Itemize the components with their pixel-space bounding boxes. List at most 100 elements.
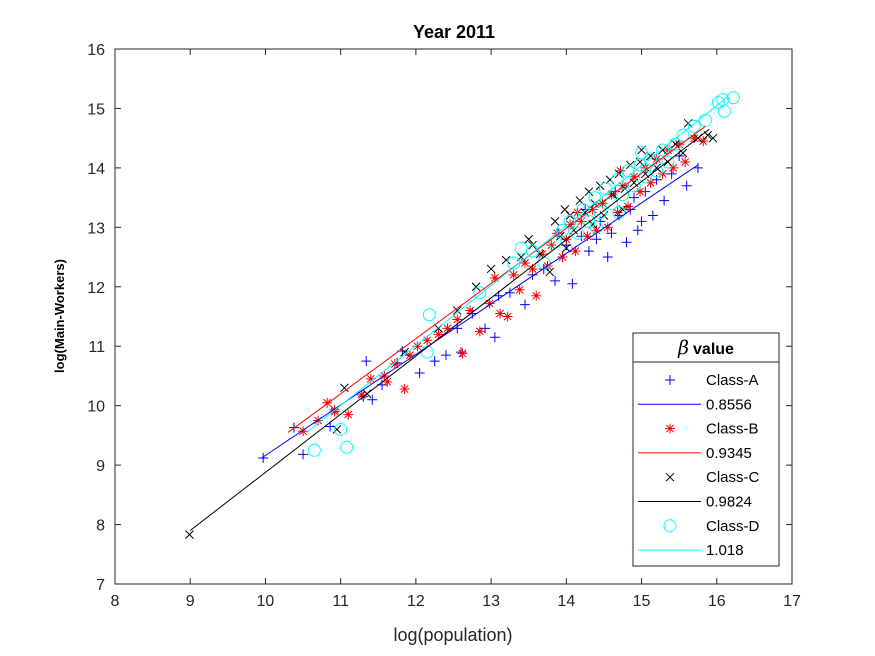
data-point: [404, 350, 415, 361]
fit-line-class-d: [306, 96, 729, 433]
y-tick-label: 11: [88, 339, 105, 356]
data-point: [616, 188, 630, 202]
data-point: [412, 341, 423, 352]
data-point: [400, 347, 409, 357]
data-point: [550, 275, 561, 286]
data-point: [681, 180, 692, 191]
y-axis-label: log(Main-Workers): [52, 259, 67, 373]
data-point: [322, 397, 333, 408]
data-point: [343, 409, 354, 420]
fit-line-class-c: [189, 128, 710, 531]
data-point: [604, 197, 618, 211]
data-point: [647, 210, 658, 221]
data-point: [185, 530, 194, 540]
data-point: [334, 422, 348, 436]
data-point: [666, 168, 677, 179]
legend-series-label: Class-D: [706, 518, 760, 535]
data-point: [635, 186, 646, 197]
data-point: [661, 155, 675, 169]
data-point: [501, 255, 511, 265]
data-point: [519, 299, 530, 310]
data-point: [656, 143, 670, 157]
legend: β value Class-A 0.8556 Class-B 0.9345 Class-C 0…: [632, 332, 780, 567]
plot-area: [185, 91, 740, 540]
data-point: [561, 243, 571, 253]
x-tick-label: 10: [257, 593, 275, 610]
data-point: [502, 311, 513, 322]
data-point: [298, 449, 309, 460]
data-point: [489, 272, 500, 283]
y-tick-label: 12: [87, 280, 105, 297]
data-point: [717, 104, 731, 118]
x-axis-label: log(population): [393, 625, 512, 645]
data-point: [508, 269, 519, 280]
data-point: [531, 290, 542, 301]
x-tick-label: 11: [332, 593, 349, 610]
data-point: [422, 308, 436, 322]
data-point: [429, 356, 440, 367]
data-point: [711, 96, 725, 109]
data-point: [471, 282, 481, 292]
legend-entry-class-a: Class-A 0.8556: [638, 372, 759, 413]
y-tick-label: 10: [87, 399, 105, 416]
data-point: [389, 359, 400, 370]
x-tick-label: 16: [708, 593, 726, 610]
legend-beta-value: 0.9345: [706, 445, 752, 462]
data-point: [602, 252, 613, 263]
legend-marker: [663, 519, 677, 533]
data-point: [457, 348, 468, 359]
data-point: [307, 443, 321, 457]
legend-series-label: Class-A: [706, 372, 759, 389]
data-point: [452, 306, 462, 315]
data-point: [486, 264, 496, 274]
data-point: [629, 192, 640, 203]
data-point: [452, 314, 463, 325]
data-point: [258, 452, 269, 463]
data-point: [636, 216, 647, 227]
data-point: [662, 145, 673, 156]
data-point: [332, 425, 342, 434]
data-point: [480, 323, 491, 334]
data-point: [650, 164, 664, 178]
y-tick-label: 13: [87, 220, 105, 237]
data-point: [340, 440, 354, 454]
legend-beta-value: 0.9824: [706, 494, 752, 511]
legend-title-symbol: β: [677, 337, 689, 359]
data-point: [356, 389, 367, 400]
data-point: [689, 133, 700, 144]
data-point: [659, 195, 670, 206]
data-point: [570, 246, 581, 257]
legend-title: β value: [677, 337, 734, 359]
data-point: [576, 203, 590, 216]
legend-series-label: Class-C: [706, 469, 760, 486]
data-point: [565, 219, 576, 230]
legend-title-text: value: [693, 341, 734, 358]
legend-marker: [665, 375, 675, 385]
series-class-d: [307, 91, 740, 457]
data-point: [514, 284, 525, 295]
legend-beta-value: 0.8556: [706, 396, 752, 413]
data-point: [567, 278, 578, 289]
data-point: [708, 133, 718, 143]
axes-box: [114, 48, 793, 585]
data-point: [591, 225, 602, 236]
data-point: [440, 350, 451, 361]
y-tick-label: 9: [96, 458, 105, 475]
data-point: [484, 298, 495, 309]
data-point: [361, 356, 372, 367]
data-point: [495, 308, 506, 319]
legend-entry-class-c: Class-C 0.9824: [638, 469, 760, 511]
x-tick-label: 13: [482, 593, 500, 610]
y-tick-label: 8: [96, 518, 105, 535]
data-point: [658, 145, 667, 155]
data-point: [692, 162, 703, 173]
data-point: [473, 286, 487, 300]
data-point: [545, 267, 555, 277]
data-point: [367, 394, 378, 405]
data-point: [687, 119, 701, 133]
fit-line-class-b: [287, 125, 706, 433]
legend-beta-value: 1.018: [706, 542, 744, 559]
data-point: [399, 384, 410, 395]
data-point: [632, 225, 643, 236]
